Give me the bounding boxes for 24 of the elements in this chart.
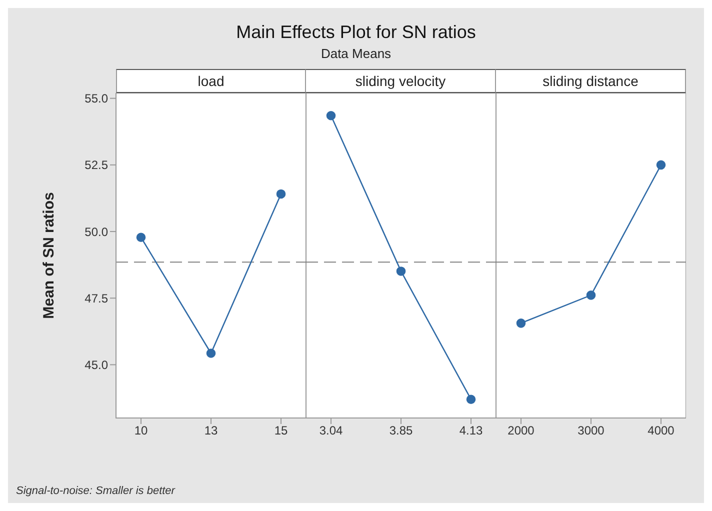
x-tick-label: 2000	[508, 424, 535, 438]
x-tick-label: 4.13	[459, 424, 483, 438]
point	[276, 189, 286, 199]
x-tick-label: 3000	[578, 424, 605, 438]
x-tick-label: 3.85	[389, 424, 413, 438]
x-tick-label: 4000	[648, 424, 675, 438]
point	[136, 232, 146, 242]
text: Data Means	[320, 46, 392, 61]
x-tick-label: 13	[204, 424, 218, 438]
point	[206, 348, 216, 358]
y-tick-label: 55.0	[84, 92, 108, 106]
y-tick-label: 52.5	[84, 158, 108, 172]
x-tick-label: 3.04	[319, 424, 343, 438]
text: Main Effects Plot for SN ratios	[235, 21, 477, 43]
y-tick-label: 50.0	[84, 224, 108, 239]
y-axis-title: Mean of SN ratios	[40, 192, 58, 319]
x-tick-label: 15	[274, 424, 288, 438]
chart-title: load	[116, 69, 306, 93]
x-tick-label: 10	[134, 424, 148, 438]
y-tick-label: 47.5	[84, 291, 108, 306]
chart-title: sliding velocity	[306, 69, 496, 93]
y-tick-label: 45.0	[84, 358, 108, 372]
text: Signal-to-noise: Smaller is better	[16, 485, 175, 497]
chart-title: sliding distance	[496, 69, 686, 93]
